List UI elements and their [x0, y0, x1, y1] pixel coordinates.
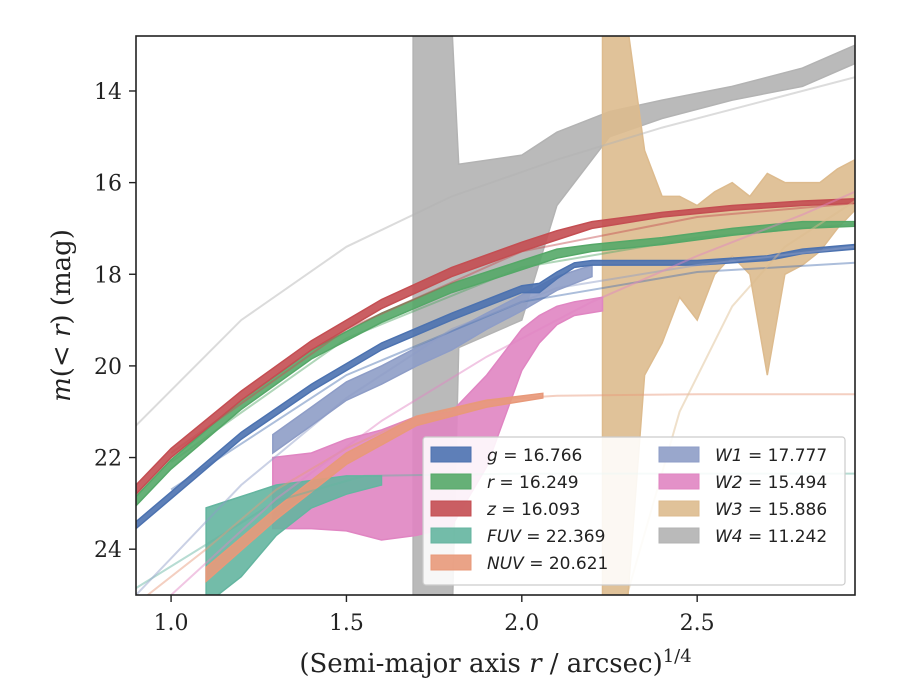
x-axis-label: (Semi-major axis r / arcsec)1/4 [299, 646, 691, 680]
legend-box [422, 436, 846, 586]
legend-swatch [430, 500, 472, 517]
band-fuv [205, 475, 383, 595]
model-curve-g [170, 261, 855, 491]
band-g [136, 243, 855, 530]
legend-swatch [430, 527, 472, 544]
legend: g = 16.766 r = 16.249 z = 16.093 FUV = 22.3… [422, 436, 846, 586]
model-curve-r [170, 222, 855, 463]
svg-text:r = 16.249: r = 16.249 [487, 473, 579, 493]
plot-frame [135, 35, 856, 596]
svg-text:W2 = 15.494: W2 = 15.494 [715, 473, 827, 493]
y-axis-label: m(< r) (mag) [47, 229, 77, 402]
band-nuv [205, 392, 544, 583]
legend-swatch [430, 554, 472, 571]
svg-text:z = 16.093: z = 16.093 [486, 500, 580, 520]
y-axis: 14 16 18 20 22 24 [94, 80, 136, 563]
svg-text:FUV = 22.369: FUV = 22.369 [487, 527, 605, 547]
legend-entry-fuv: FUV = 22.369 [430, 527, 605, 547]
legend-entry-w1: W1 = 17.777 [658, 446, 827, 466]
legend-swatch [658, 473, 700, 490]
band-w1 [272, 264, 593, 455]
legend-swatch [658, 500, 700, 517]
y-tick-label: 24 [94, 538, 122, 563]
legend-swatch [430, 473, 472, 490]
y-tick-label: 22 [94, 447, 122, 472]
model-curve-w1 [136, 245, 855, 595]
legend-swatch [658, 446, 700, 463]
plot-area [136, 36, 855, 595]
svg-text:W4 = 11.242: W4 = 11.242 [715, 527, 827, 547]
band-r [136, 220, 855, 507]
svg-text:W1 = 17.777: W1 = 17.777 [715, 446, 827, 466]
legend-swatch [430, 446, 472, 463]
svg-text:W3 = 15.886: W3 = 15.886 [715, 500, 827, 520]
series-models [136, 76, 855, 595]
legend-entry-w2: W2 = 15.494 [658, 473, 827, 493]
y-tick-label: 20 [94, 355, 122, 380]
legend-swatch [658, 527, 700, 544]
legend-entry-nuv: NUV = 20.621 [430, 554, 608, 574]
legend-entry-w3: W3 = 15.886 [658, 500, 827, 520]
y-tick-label: 14 [94, 80, 122, 105]
model-curve-nuv [146, 393, 855, 595]
y-tick-label: 16 [94, 172, 122, 197]
y-tick-label: 18 [94, 263, 122, 288]
x-tick-label: 1.5 [329, 611, 364, 636]
x-tick-label: 2.0 [504, 611, 539, 636]
svg-text:g = 16.766: g = 16.766 [487, 446, 582, 466]
band-z [136, 197, 855, 496]
model-curve-w2 [170, 190, 855, 595]
model-curve-w4 [136, 76, 855, 427]
band-w4 [412, 36, 855, 595]
x-axis: 1.0 1.5 2.0 2.5 [154, 595, 715, 636]
legend-entry-g: g = 16.766 [430, 446, 582, 466]
legend-entry-w4: W4 = 11.242 [658, 527, 827, 547]
legend-entry-z: z = 16.093 [430, 500, 580, 520]
legend-entry-r: r = 16.249 [430, 473, 579, 493]
x-tick-label: 2.5 [680, 611, 715, 636]
svg-text:NUV = 20.621: NUV = 20.621 [487, 554, 608, 574]
x-tick-label: 1.0 [154, 611, 189, 636]
model-curve-z [170, 202, 855, 454]
axes-border [135, 35, 856, 596]
